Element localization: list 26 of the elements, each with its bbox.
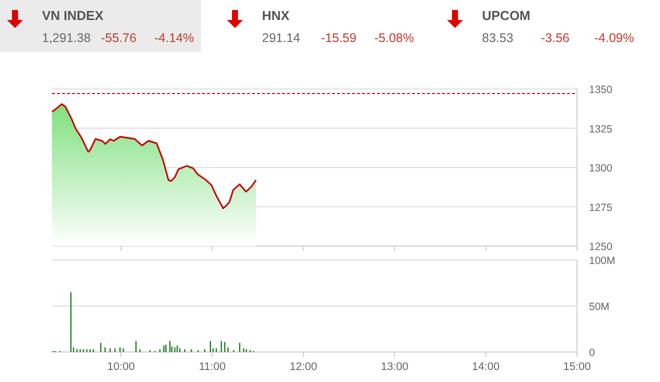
text: -15.59	[321, 31, 356, 45]
text: -4.09%	[594, 31, 634, 45]
x-tick-label: 10:00	[107, 361, 135, 373]
y-tick-label: 1350	[589, 84, 613, 96]
text: -55.76	[101, 31, 136, 45]
y-tick-label: 1250	[589, 241, 613, 253]
text: 1,291.38	[42, 31, 91, 45]
category-label: UPCOM	[482, 8, 530, 23]
y-tick-label: 1300	[589, 162, 613, 174]
y-tick-label: 50M	[589, 301, 610, 313]
category-label: VN INDEX	[42, 8, 104, 23]
y-tick-label: 1325	[589, 123, 613, 136]
x-tick-label: 13:00	[380, 361, 408, 373]
x-tick-label: 12:00	[290, 361, 318, 373]
y-tick-label: 100M	[589, 255, 616, 267]
category-label: HNX	[262, 8, 290, 23]
text: 291.14	[262, 31, 300, 45]
x-tick-label: 15:00	[563, 361, 591, 373]
x-tick-label: 11:00	[198, 361, 226, 373]
text: -4.14%	[154, 31, 194, 45]
text: -3.56	[541, 31, 570, 45]
x-tick-label: 14:00	[472, 361, 500, 373]
text: 83.53	[482, 31, 514, 45]
text: -5.08%	[374, 31, 414, 45]
y-tick-label: 1275	[589, 202, 613, 214]
y-tick-label: 0	[589, 347, 595, 359]
